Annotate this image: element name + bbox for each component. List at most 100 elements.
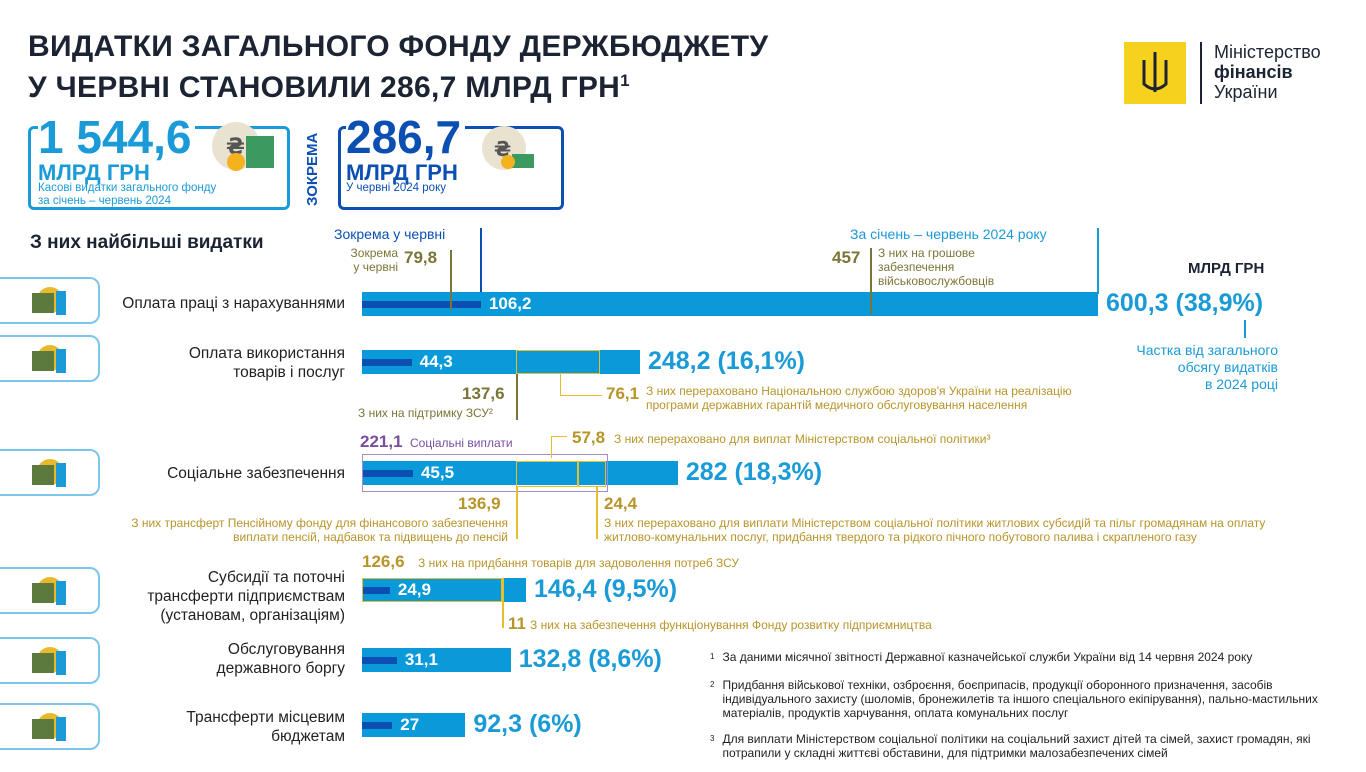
category-label: Соціальне забезпечення: [167, 465, 345, 482]
footnote: 2 Придбання військової техніки, озброєння…: [710, 678, 1350, 720]
bar-june-label: 106,2: [488, 294, 532, 313]
money-bag-icon: ₴: [478, 108, 536, 172]
bar-june: [362, 470, 413, 477]
bar-june: [362, 359, 412, 366]
bar-ytd: 24,9: [362, 578, 526, 602]
bar-ytd: 45,5: [362, 461, 678, 485]
category-label: Оплата використання товарів і послуг: [188, 345, 345, 381]
bar-june: [362, 657, 397, 664]
bar-ytd: 27: [362, 713, 466, 737]
share-legend: Частка від загального обсягу видатків в 20…: [1136, 342, 1278, 392]
page-title: ВИДАТКИ ЗАГАЛЬНОГО ФОНДУ ДЕРЖБЮДЖЕТУ У ЧЕ…: [28, 30, 769, 104]
category-label: Субсидії та поточні трансферти підприємст…: [147, 569, 345, 624]
legend-ytd: За січень – червень 2024 року: [850, 226, 1047, 242]
annotation-health-label: З них перераховано Національною службою …: [646, 384, 1072, 412]
subsidy-segment: [578, 461, 606, 487]
bar-june-label: 44,3: [419, 352, 453, 371]
trident-logo-icon: [1124, 42, 1186, 104]
annotation-fund-value: 11: [508, 614, 526, 633]
social-payments-bracket: [362, 454, 608, 492]
bar-ytd-label: 600,3 (38,9%): [1106, 289, 1264, 317]
legend-ytd-line: [1097, 228, 1099, 294]
kpi-june-value: 286,7: [346, 114, 466, 160]
soldier-and-official-icon: [0, 277, 100, 324]
logo-divider: [1200, 42, 1202, 104]
legend-june-line: [480, 228, 482, 308]
bar-june: [362, 722, 393, 729]
footnote-number: 2: [710, 680, 715, 689]
kpi-ytd-value: 1 544,6: [38, 114, 196, 160]
annotation-goods-zsu-value: 126,6: [362, 552, 405, 571]
annotation-subsidy-label: З них перераховано для виплати Міністерс…: [604, 516, 1266, 544]
annotation-social-label: Соціальні виплати: [410, 436, 513, 450]
documents-briefcase-icon: [0, 567, 100, 614]
bar-june: [362, 301, 481, 308]
category-label: Трансферти місцевим бюджетам: [186, 709, 345, 745]
annotation-subsidy-value: 24,4: [604, 494, 638, 513]
category-label: Оплата праці з нарахуваннями: [122, 295, 345, 312]
annotation-pension-label: З них трансферт Пенсійному фонду для фін…: [131, 516, 508, 544]
footnote-text: Придбання військової техніки, озброєння,…: [722, 678, 1318, 720]
annotation-june-pay-label: Зокрема у червні: [350, 246, 398, 274]
bar-june-label: 45,5: [420, 463, 455, 482]
section-title: З них найбільші видатки: [30, 232, 264, 253]
annotation-military-value: 457: [832, 248, 861, 267]
money-stacks-icon: [0, 637, 100, 684]
footnotes: 1 За даними місячної звітності Державної …: [710, 650, 1350, 772]
footnote-number: 3: [710, 734, 715, 743]
annotation-health-value: 76,1: [606, 384, 640, 403]
bar-june: [362, 587, 390, 594]
bar-june-label: 24,9: [397, 580, 431, 599]
kpi-ytd-unit: МЛРД ГРН: [38, 160, 150, 185]
svg-text:₴: ₴: [494, 137, 511, 161]
annotation-zsu-label: З них на підтримку ЗСУ²: [358, 406, 493, 420]
annotation-msp-label: З них перераховано для виплат Міністерст…: [614, 432, 991, 446]
bar-ytd: 31,1: [362, 648, 511, 672]
bar-june-label: 31,1: [404, 650, 438, 669]
annotation-line: [502, 578, 504, 628]
annotation-zsu-value: 137,6: [462, 384, 505, 403]
ukraine-map-icon: [0, 703, 100, 750]
bar-ytd-label: 248,2 (16,1%): [647, 347, 806, 375]
kpi-separator-label: ЗОКРЕМА: [304, 132, 321, 206]
annotation-military-label: З них на грошове забезпечення військовослу…: [878, 246, 995, 288]
annotation-goods-zsu-label: З них на придбання товарів для задоволен…: [418, 556, 740, 570]
annotation-fund-label: З них на забезпечення функціонування Фон…: [530, 618, 932, 632]
legend-june: Зокрема у червні: [334, 226, 446, 242]
bar-ytd: 44,3: [362, 350, 640, 374]
share-line: [1244, 320, 1246, 338]
unit-label: МЛРД ГРН: [1188, 260, 1265, 277]
annotation-line: [596, 487, 598, 539]
annotation-line: [551, 436, 567, 458]
bar-ytd-label: 132,8 (8,6%): [518, 645, 662, 673]
annotation-social-value: 221,1: [360, 432, 403, 451]
footnote-number: 1: [710, 652, 715, 661]
pension-segment: [516, 461, 578, 487]
annotation-line: [450, 250, 452, 310]
kpi-june-unit: МЛРД ГРН: [346, 160, 458, 185]
annotation-line: [560, 374, 602, 396]
footnote: 1 За даними місячної звітності Державної …: [710, 650, 1350, 664]
bar-ytd-label: 92,3 (6%): [473, 710, 582, 738]
bar-ytd-label: 146,4 (9,5%): [533, 575, 678, 603]
svg-text:₴: ₴: [226, 135, 245, 160]
money-bag-icon: ₴: [206, 106, 276, 172]
annotation-line: [516, 487, 518, 539]
category-label: Обслуговування державного боргу: [216, 641, 345, 677]
kpi-june-desc: У червні 2024 року: [346, 182, 446, 194]
ministry-name: Міністерство фінансів України: [1214, 42, 1321, 102]
bar-ytd: 106,2: [362, 292, 1098, 316]
bar-june-label: 27: [400, 715, 420, 734]
annotation-june-pay-value: 79,8: [404, 248, 438, 267]
footnote-text: Для виплати Міністерством соціальної пол…: [722, 732, 1311, 760]
annotation-line: [516, 374, 518, 420]
kpi-ytd-desc: Касові видатки загального фонду за січень…: [38, 182, 217, 207]
annotation-msp-value: 57,8: [572, 428, 606, 447]
footnote-text: За даними місячної звітності Державної к…: [722, 650, 1253, 664]
goods-zsu-segment: [362, 578, 502, 602]
military-equipment-shield-icon: [0, 335, 100, 382]
health-segment: [516, 350, 600, 374]
footnote: 3 Для виплати Міністерством соціальної по…: [710, 732, 1350, 760]
annotation-line: [870, 248, 872, 314]
family-icon: [0, 449, 100, 496]
